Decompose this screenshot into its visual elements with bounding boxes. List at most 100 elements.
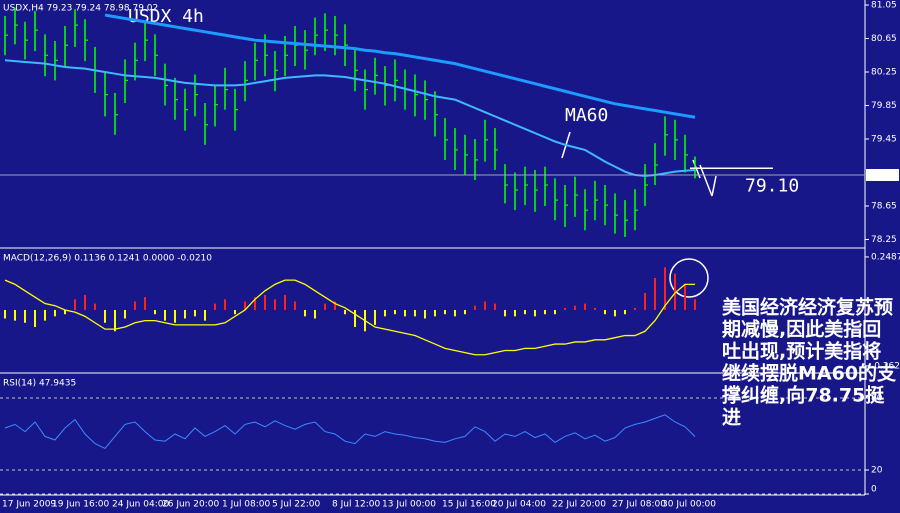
histogram-bar <box>434 309 436 317</box>
rsi-line <box>4 414 696 450</box>
histogram-bar <box>414 309 416 317</box>
histogram-bar <box>184 309 186 319</box>
arrow <box>711 175 717 197</box>
histogram-bar <box>684 284 686 310</box>
histogram-bar <box>454 309 456 317</box>
y-tick-label: 81.05 <box>871 1 897 11</box>
y-tick-label: 78.65 <box>871 201 897 211</box>
y-tick-label: 80.25 <box>871 68 897 78</box>
moving-average <box>104 13 696 119</box>
highlight-circle <box>669 258 709 298</box>
last-price-box <box>866 168 899 181</box>
y-tick-label: 0.2487 <box>871 252 900 262</box>
histogram-bar <box>244 301 246 310</box>
x-tick-label: 20 Jul 04:00 <box>492 500 546 510</box>
histogram-bar <box>154 309 156 315</box>
histogram-bar <box>334 301 336 310</box>
x-tick-label: 27 Jul 08:00 <box>612 500 666 510</box>
histogram-bar <box>594 307 596 310</box>
last-price-label: 79.02 <box>869 170 895 180</box>
histogram-bar <box>644 292 646 310</box>
y-tick-label: 78.25 <box>871 235 897 245</box>
histogram-bar <box>294 301 296 310</box>
x-tick-label: 22 Jul 20:00 <box>552 500 606 510</box>
y-tick-label: 80 <box>871 394 883 404</box>
annotation-note: 吐出现,预计美指将 <box>722 340 881 363</box>
x-tick-label: 26 Jun 20:00 <box>162 500 219 510</box>
histogram-bar <box>224 299 226 310</box>
x-tick-label: 19 Jun 16:00 <box>52 500 109 510</box>
histogram-bar <box>494 303 496 310</box>
y-tick-label: 79.85 <box>871 101 897 111</box>
histogram-bar <box>444 309 446 315</box>
histogram-bar <box>284 295 286 310</box>
panel-title: MACD(12,26,9) 0.1136 0.1241 0.0000 -0.02… <box>3 254 212 264</box>
histogram-bar <box>34 309 36 328</box>
histogram-bar <box>394 309 396 315</box>
histogram-bar <box>474 305 476 310</box>
histogram-bar <box>544 309 546 315</box>
histogram-bar <box>234 309 236 315</box>
x-tick-label: 17 Jun 2009 <box>2 500 56 510</box>
x-tick-label: 13 Jul 00:00 <box>382 500 436 510</box>
histogram-bar <box>374 309 376 325</box>
annotation-note: 进 <box>722 407 741 429</box>
histogram-bar <box>554 309 556 315</box>
histogram-bar <box>654 277 656 310</box>
histogram-bar <box>194 309 196 317</box>
histogram-bar <box>164 309 166 321</box>
histogram-bar <box>144 297 146 310</box>
x-tick-label: 15 Jul 16:00 <box>442 500 496 510</box>
histogram-bar <box>484 301 486 310</box>
histogram-bar <box>254 297 256 310</box>
moving-average <box>4 59 696 177</box>
histogram-bar <box>74 299 76 310</box>
signal-line <box>4 279 695 356</box>
histogram-bar <box>584 303 586 310</box>
histogram-bar <box>264 295 266 310</box>
histogram-bar <box>464 309 466 315</box>
x-tick-label: 5 Jul 22:00 <box>272 500 321 510</box>
histogram-bar <box>504 309 506 317</box>
histogram-bar <box>624 309 626 315</box>
histogram-bar <box>134 301 136 310</box>
histogram-bar <box>94 303 96 310</box>
panel-title: RSI(14) 47.9435 <box>3 379 76 389</box>
histogram-bar <box>614 309 616 317</box>
histogram-bar <box>534 309 536 317</box>
histogram-bar <box>14 309 16 321</box>
histogram-bar <box>274 299 276 310</box>
y-tick-label: 20 <box>871 466 883 476</box>
arrow <box>699 164 713 197</box>
histogram-bar <box>404 309 406 317</box>
histogram-bar <box>674 273 676 310</box>
histogram-bar <box>4 309 6 319</box>
histogram-bar <box>664 267 666 310</box>
annotation-note: 继续摆脱MA60的支 <box>722 362 897 385</box>
histogram-bar <box>564 307 566 310</box>
histogram-bar <box>634 307 636 310</box>
y-tick-label: -0.2623 <box>871 361 900 371</box>
annotation-note: 美国经济经济复苏预 <box>722 296 893 319</box>
histogram-bar <box>344 309 346 315</box>
histogram-bar <box>114 309 116 332</box>
histogram-bar <box>514 309 516 317</box>
histogram-bar <box>124 309 126 319</box>
histogram-bar <box>424 309 426 319</box>
histogram-bar <box>24 309 26 323</box>
ma-label: MA60 <box>565 105 608 126</box>
histogram-bar <box>174 309 176 323</box>
annotation-note: 撑纠缠,向78.75挺 <box>722 384 885 407</box>
histogram-bar <box>204 309 206 321</box>
histogram-bar <box>324 303 326 310</box>
histogram-bar <box>384 309 386 317</box>
x-tick-label: 1 Jul 08:00 <box>222 500 271 510</box>
histogram-bar <box>574 305 576 310</box>
chart-title: USDX,H4 79.23 79.24 78.98 79.02 <box>3 4 158 14</box>
x-tick-label: 24 Jun 04:00 <box>112 500 169 510</box>
histogram-bar <box>524 309 526 315</box>
histogram-bar <box>694 299 696 310</box>
annotation-note: 期减慢,因此美指回 <box>722 318 881 341</box>
